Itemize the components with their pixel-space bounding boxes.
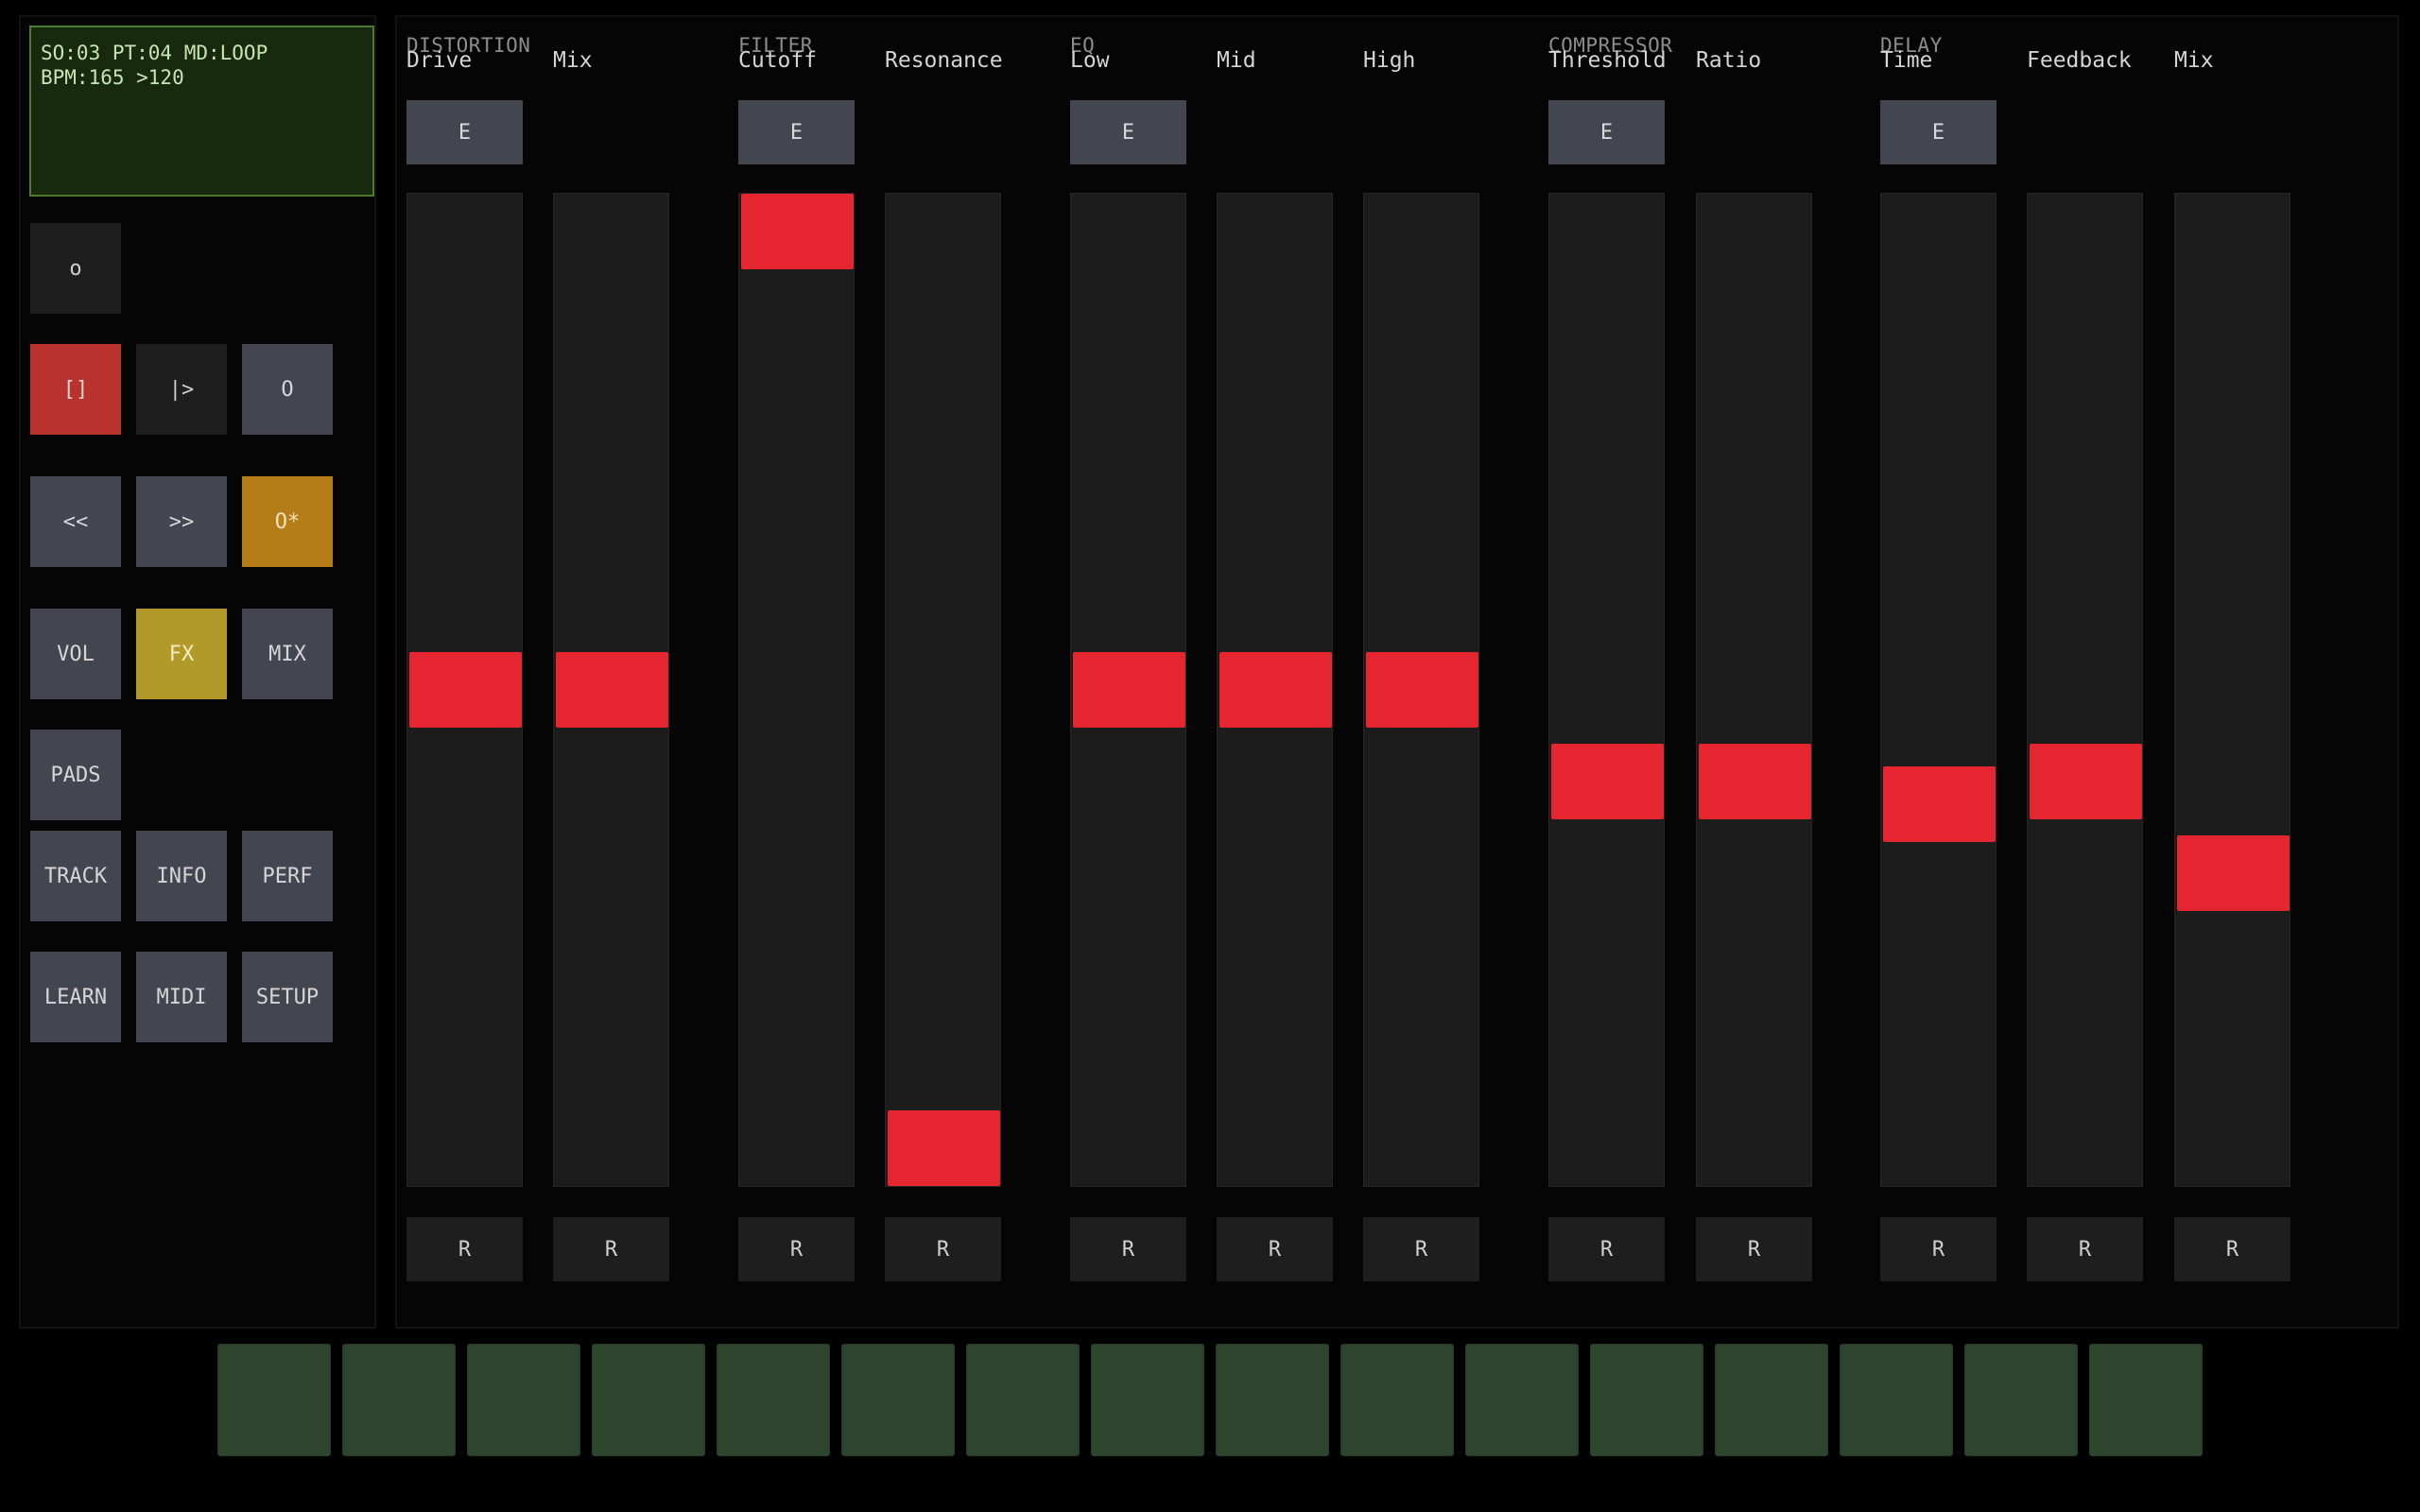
pad-13[interactable] [1715,1344,1828,1456]
pad-12[interactable] [1590,1344,1703,1456]
fader-thumb-feedback[interactable] [2030,744,2142,819]
group-label-filter: FILTER [738,34,813,57]
fader-feedback[interactable] [2027,193,2143,1187]
mix-button[interactable]: MIX [242,609,333,699]
distortion-enable-button[interactable]: E [406,100,523,164]
pad-4[interactable] [592,1344,705,1456]
fader-thumb-resonance[interactable] [888,1110,1000,1186]
reset-button-delay-mix[interactable]: R [2174,1217,2290,1281]
pad-7[interactable] [966,1344,1080,1456]
pad-2[interactable] [342,1344,456,1456]
group-label-delay: DELAY [1880,34,1943,57]
fader-delay-mix[interactable] [2174,193,2290,1187]
forward-button[interactable]: >> [136,476,227,567]
midi-button[interactable]: MIDI [136,952,227,1042]
track-button[interactable]: TRACK [30,831,121,921]
channel-label-mid: Mid [1217,48,1256,73]
fader-cutoff[interactable] [738,193,855,1187]
group-label-eq: EQ [1070,34,1096,57]
pad-8[interactable] [1091,1344,1204,1456]
stop-button[interactable]: [] [30,344,121,435]
play-button[interactable]: |> [136,344,227,435]
reset-button-mid[interactable]: R [1217,1217,1333,1281]
fader-resonance[interactable] [885,193,1001,1187]
channel-label-feedback: Feedback [2027,48,2132,73]
learn-button[interactable]: LEARN [30,952,121,1042]
pads-button[interactable]: PADS [30,730,121,820]
reset-button-low[interactable]: R [1070,1217,1186,1281]
pad-16[interactable] [2089,1344,2203,1456]
channel-label-cutoff: Cutoff [738,48,818,73]
channel-label-high: High [1363,48,1416,73]
filter-enable-button[interactable]: E [738,100,855,164]
fader-drive[interactable] [406,193,523,1187]
fader-time[interactable] [1880,193,1996,1187]
pad-3[interactable] [467,1344,580,1456]
perf-button[interactable]: PERF [242,831,333,921]
reset-button-cutoff[interactable]: R [738,1217,855,1281]
record-button[interactable]: O [242,344,333,435]
delay-enable-button[interactable]: E [1880,100,1996,164]
pad-1[interactable] [217,1344,331,1456]
channel-label-drive: Drive [406,48,473,73]
channel-label-low: Low [1070,48,1110,73]
fader-thumb-time[interactable] [1883,766,1996,842]
pad-9[interactable] [1216,1344,1329,1456]
status-line-2: BPM:165 >120 [41,66,184,89]
overdub-button[interactable]: O* [242,476,333,567]
compressor-enable-button[interactable]: E [1548,100,1665,164]
reset-button-drive[interactable]: R [406,1217,523,1281]
fader-thumb-high[interactable] [1366,652,1478,728]
fader-thumb-drive[interactable] [409,652,522,728]
status-display: SO:03 PT:04 MD:LOOP BPM:165 >120 [29,26,374,197]
fader-thumb-ratio[interactable] [1699,744,1811,819]
rewind-button[interactable]: << [30,476,121,567]
channel-label-resonance: Resonance [885,48,1003,73]
reset-button-threshold[interactable]: R [1548,1217,1665,1281]
reset-button-distortion-mix[interactable]: R [553,1217,669,1281]
channel-label-delay-mix: Mix [2174,48,2214,73]
reset-button-resonance[interactable]: R [885,1217,1001,1281]
fader-mid[interactable] [1217,193,1333,1187]
reset-button-time[interactable]: R [1880,1217,1996,1281]
pad-15[interactable] [1964,1344,2078,1456]
small-o-button[interactable]: o [30,223,121,314]
fader-thumb-cutoff[interactable] [741,194,854,269]
status-line-1: SO:03 PT:04 MD:LOOP [41,42,268,64]
reset-button-high[interactable]: R [1363,1217,1479,1281]
setup-button[interactable]: SETUP [242,952,333,1042]
pad-5[interactable] [717,1344,830,1456]
fader-high[interactable] [1363,193,1479,1187]
fader-low[interactable] [1070,193,1186,1187]
channel-label-ratio: Ratio [1696,48,1762,73]
pad-14[interactable] [1840,1344,1953,1456]
fader-thumb-delay-mix[interactable] [2177,835,2290,911]
vol-button[interactable]: VOL [30,609,121,699]
reset-button-feedback[interactable]: R [2027,1217,2143,1281]
channel-label-distortion-mix: Mix [553,48,593,73]
channel-label-threshold: Threshold [1548,48,1667,73]
pad-6[interactable] [841,1344,955,1456]
fader-thumb-threshold[interactable] [1551,744,1664,819]
fader-ratio[interactable] [1696,193,1812,1187]
channel-label-time: Time [1880,48,1933,73]
info-button[interactable]: INFO [136,831,227,921]
group-label-compressor: COMPRESSOR [1548,34,1673,57]
fader-thumb-distortion-mix[interactable] [556,652,668,728]
group-label-distortion: DISTORTION [406,34,531,57]
pad-10[interactable] [1340,1344,1454,1456]
fader-thumb-mid[interactable] [1219,652,1332,728]
pad-11[interactable] [1465,1344,1579,1456]
eq-enable-button[interactable]: E [1070,100,1186,164]
fader-thumb-low[interactable] [1073,652,1185,728]
fader-distortion-mix[interactable] [553,193,669,1187]
fx-button[interactable]: FX [136,609,227,699]
reset-button-ratio[interactable]: R [1696,1217,1812,1281]
fader-threshold[interactable] [1548,193,1665,1187]
